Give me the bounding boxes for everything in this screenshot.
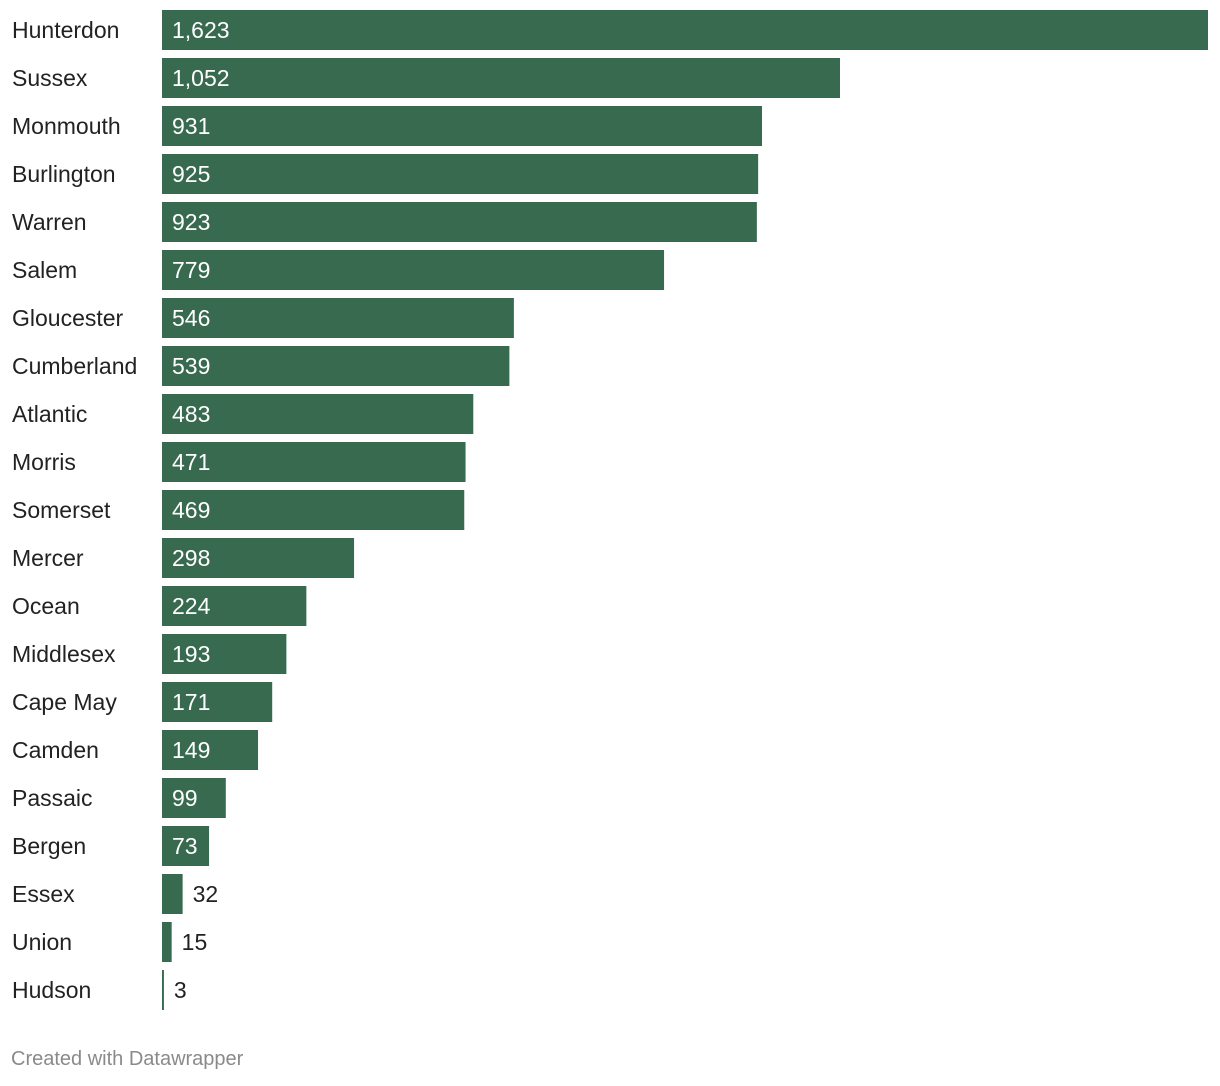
bar (162, 682, 273, 722)
category-label: Burlington (12, 161, 116, 187)
value-label: 224 (172, 593, 211, 619)
value-label: 925 (172, 161, 210, 187)
category-label: Hudson (12, 977, 91, 1003)
category-label: Middlesex (12, 641, 116, 667)
category-label: Camden (12, 737, 99, 763)
bar-row: Essex 32 (12, 874, 218, 914)
bar-row: Morris 471 (12, 442, 466, 482)
bar (162, 874, 183, 914)
bar (162, 442, 466, 482)
category-label: Passaic (12, 785, 93, 811)
category-label: Bergen (12, 833, 86, 859)
bar-row: Salem 779 (12, 250, 665, 290)
bar (162, 58, 840, 98)
bar (162, 634, 287, 674)
bar (162, 778, 226, 818)
value-label: 171 (172, 689, 210, 715)
value-label: 3 (174, 977, 187, 1003)
value-label: 546 (172, 305, 210, 331)
category-label: Salem (12, 257, 77, 283)
bar (162, 826, 210, 866)
value-label: 73 (172, 833, 198, 859)
bar (162, 730, 259, 770)
bar (162, 586, 307, 626)
bar-row: Monmouth 931 (12, 106, 763, 146)
value-label: 1,623 (172, 17, 230, 43)
category-label: Union (12, 929, 72, 955)
bar-row: Cumberland 539 (12, 346, 510, 386)
bar (162, 202, 757, 242)
value-label: 149 (172, 737, 210, 763)
value-label: 15 (182, 929, 208, 955)
credit-footer: Created with Datawrapper (11, 1048, 244, 1070)
value-label: 931 (172, 113, 210, 139)
bar-row: Union 15 (12, 922, 207, 962)
bar (162, 106, 763, 146)
bar (162, 394, 474, 434)
category-label: Somerset (12, 497, 111, 523)
value-label: 469 (172, 497, 210, 523)
category-label: Ocean (12, 593, 80, 619)
category-label: Cape May (12, 689, 117, 715)
bar (162, 250, 665, 290)
value-label: 32 (193, 881, 219, 907)
bar-row: Hunterdon 1,623 (12, 10, 1208, 50)
value-label: 923 (172, 209, 210, 235)
bar-row: Hudson 3 (12, 970, 187, 1010)
bar-row: Mercer 298 (12, 538, 355, 578)
category-label: Cumberland (12, 353, 137, 379)
bar-row: Gloucester 546 (12, 298, 514, 338)
bar (162, 154, 759, 194)
bar-row: Burlington 925 (12, 154, 759, 194)
value-label: 193 (172, 641, 210, 667)
value-label: 539 (172, 353, 210, 379)
value-label: 298 (172, 545, 210, 571)
category-label: Atlantic (12, 401, 87, 427)
value-label: 1,052 (172, 65, 230, 91)
category-label: Essex (12, 881, 75, 907)
bar-row: Passaic 99 (12, 778, 226, 818)
bar-row: Ocean 224 (12, 586, 307, 626)
category-label: Monmouth (12, 113, 121, 139)
category-label: Warren (12, 209, 87, 235)
bar (162, 10, 1208, 50)
category-label: Sussex (12, 65, 88, 91)
bar (162, 490, 465, 530)
bar (162, 298, 514, 338)
bar-row: Cape May 171 (12, 682, 273, 722)
bar-row: Sussex 1,052 (12, 58, 840, 98)
value-label: 779 (172, 257, 210, 283)
bar-row: Camden 149 (12, 730, 259, 770)
bar (162, 346, 510, 386)
bar-row: Somerset 469 (12, 490, 465, 530)
bar-row: Atlantic 483 (12, 394, 474, 434)
category-label: Hunterdon (12, 17, 119, 43)
category-label: Gloucester (12, 305, 124, 331)
bar (162, 922, 172, 962)
value-label: 483 (172, 401, 210, 427)
bar (162, 538, 355, 578)
bar-row: Warren 923 (12, 202, 757, 242)
bar-row: Bergen 73 (12, 826, 210, 866)
value-label: 471 (172, 449, 210, 475)
category-label: Mercer (12, 545, 84, 571)
category-label: Morris (12, 449, 76, 475)
bar-row: Middlesex 193 (12, 634, 287, 674)
value-label: 99 (172, 785, 198, 811)
bar (162, 970, 164, 1010)
